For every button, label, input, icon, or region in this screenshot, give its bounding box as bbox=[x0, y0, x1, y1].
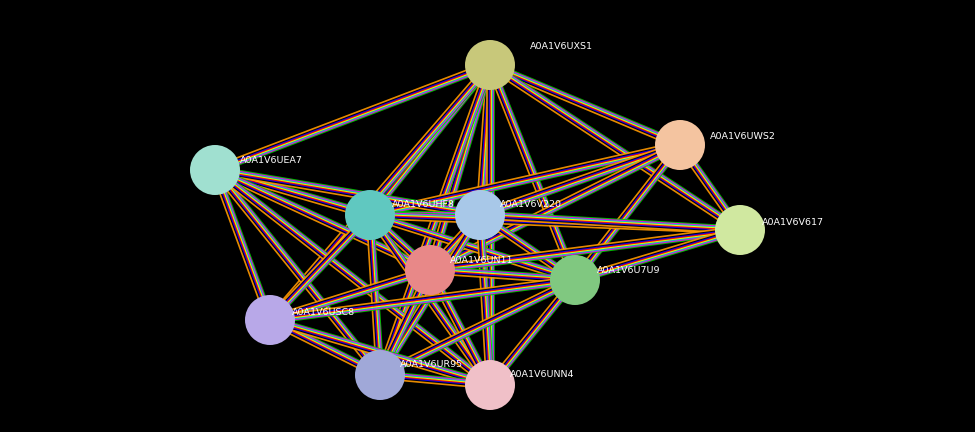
Text: A0A1V6V220: A0A1V6V220 bbox=[500, 200, 562, 209]
Text: A0A1V6UR95: A0A1V6UR95 bbox=[400, 360, 463, 369]
Circle shape bbox=[465, 40, 515, 90]
Text: A0A1V6UEA7: A0A1V6UEA7 bbox=[240, 156, 303, 165]
Circle shape bbox=[345, 190, 395, 240]
Text: A0A1V6V617: A0A1V6V617 bbox=[762, 218, 824, 227]
Text: A0A1V6USC8: A0A1V6USC8 bbox=[292, 308, 355, 317]
Text: A0A1V6UXS1: A0A1V6UXS1 bbox=[530, 42, 593, 51]
Text: A0A1V6UNN4: A0A1V6UNN4 bbox=[510, 370, 574, 379]
Text: A0A1V6UN11: A0A1V6UN11 bbox=[450, 256, 514, 265]
Circle shape bbox=[715, 205, 765, 255]
Circle shape bbox=[455, 190, 505, 240]
Circle shape bbox=[405, 245, 455, 295]
Circle shape bbox=[550, 255, 600, 305]
Circle shape bbox=[355, 350, 405, 400]
Text: A0A1V6U7U9: A0A1V6U7U9 bbox=[597, 266, 660, 275]
Circle shape bbox=[465, 360, 515, 410]
Text: A0A1V6UWS2: A0A1V6UWS2 bbox=[710, 132, 776, 141]
Circle shape bbox=[245, 295, 295, 345]
Circle shape bbox=[190, 145, 240, 195]
Circle shape bbox=[655, 120, 705, 170]
Text: A0A1V6UHF8: A0A1V6UHF8 bbox=[392, 200, 455, 209]
